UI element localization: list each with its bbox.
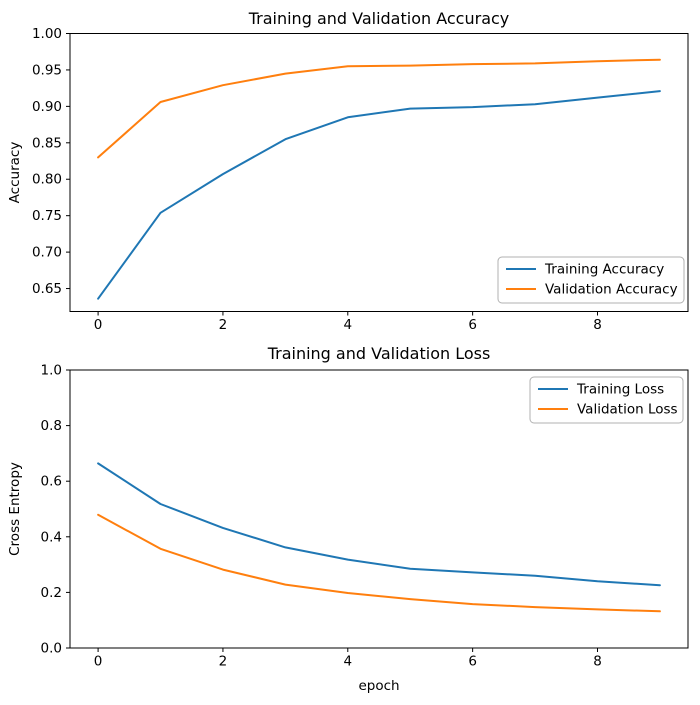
legend: Training Accuracy Validation Accuracy [497, 256, 685, 304]
line-training-accuracy [97, 90, 661, 300]
x-tick-label: 6 [468, 317, 477, 333]
x-tick-label: 4 [343, 654, 352, 670]
y-tick-label: 0.4 [41, 529, 62, 545]
legend-label-validation-loss: Validation Loss [577, 402, 678, 418]
legend-label-training-loss: Training Loss [576, 382, 664, 398]
y-tick-label: 0.75 [32, 208, 62, 224]
accuracy-axes: 0 2 4 6 8 0.65 0.70 0.75 0.80 0.85 0.90 0.95 1.00 Tra… [32, 26, 689, 333]
x-tick-label: 4 [343, 317, 352, 333]
x-tick-label: 2 [219, 317, 228, 333]
legend: Training Loss Validation Loss [529, 376, 684, 424]
y-tick-label: 1.00 [32, 26, 62, 42]
x-axis-label: epoch [358, 678, 399, 694]
y-tick-label: 0.90 [32, 99, 62, 115]
y-tick-label: 0.95 [32, 62, 62, 78]
x-tick-label: 2 [219, 654, 228, 670]
accuracy-y-axis-label: Accuracy [7, 142, 23, 204]
legend-frame [497, 256, 685, 304]
x-tick-label: 8 [593, 317, 602, 333]
y-tick-label: 0.8 [41, 418, 62, 434]
legend-label-training-accuracy: Training Accuracy [544, 262, 664, 278]
y-tick-label: 0.80 [32, 172, 62, 188]
loss-plot-title: Training and Validation Loss [267, 344, 491, 363]
x-tick-label: 0 [94, 317, 103, 333]
loss-y-axis-label: Cross Entropy [7, 462, 23, 556]
loss-axes: 0 2 4 6 8 0.0 0.2 0.4 0.6 0.8 1.0 Training Loss Vali… [41, 363, 689, 670]
line-validation-accuracy [97, 58, 661, 159]
legend-label-validation-accuracy: Validation Accuracy [545, 282, 678, 298]
y-tick-label: 0.70 [32, 245, 62, 261]
x-tick-label: 6 [468, 654, 477, 670]
accuracy-plot-title: Training and Validation Accuracy [248, 9, 510, 28]
y-tick-label: 0.6 [41, 474, 62, 490]
line-validation-loss [97, 513, 661, 613]
y-tick-label: 0.65 [32, 281, 62, 297]
y-tick-label: 0.2 [41, 585, 62, 601]
axes-frame [69, 33, 689, 312]
y-tick-label: 0.0 [41, 641, 62, 657]
legend-frame [529, 376, 684, 424]
axes-frame [69, 369, 689, 649]
line-training-loss [97, 462, 661, 587]
x-tick-label: 8 [593, 654, 602, 670]
y-tick-label: 1.0 [41, 363, 62, 379]
y-tick-label: 0.85 [32, 135, 62, 151]
x-tick-label: 0 [94, 654, 103, 670]
